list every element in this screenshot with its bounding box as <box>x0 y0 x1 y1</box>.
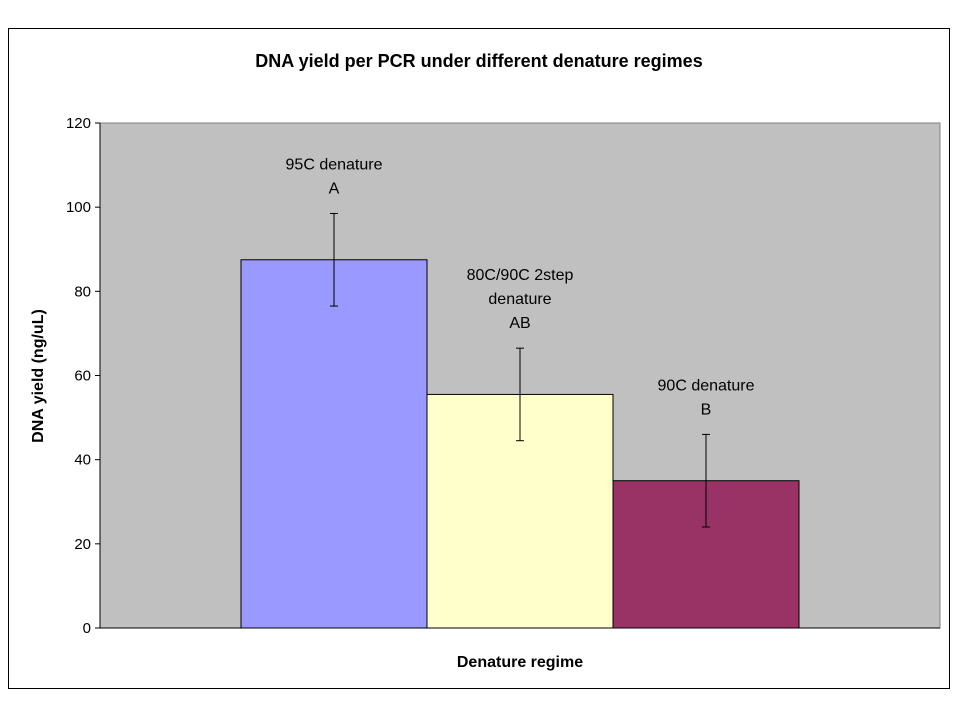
bar-label-2: AB <box>509 315 530 332</box>
y-axis: 0 20 40 60 80 100 120 <box>66 115 940 637</box>
y-tick-label: 120 <box>66 115 91 132</box>
bar-label-1: A <box>329 180 340 197</box>
y-axis-title: DNA yield (ng/uL) <box>30 309 47 443</box>
bar-1 <box>240 259 428 629</box>
error-bars-group <box>330 212 710 528</box>
y-tick-label: 40 <box>74 452 91 469</box>
y-tick-label: 0 <box>83 620 91 637</box>
bar-labels-group: 95C denature A 80C/90C 2step denature AB 90C … <box>286 156 755 418</box>
bar-label-3: 90C denature <box>658 377 755 394</box>
bar-label-3: B <box>701 401 712 418</box>
y-tick-label: 100 <box>66 199 91 216</box>
bar-label-2: 80C/90C 2step <box>467 267 574 284</box>
bar-label-1: 95C denature <box>286 156 383 173</box>
y-tick-label: 60 <box>74 368 91 385</box>
chart-title: DNA yield per PCR under different denatu… <box>255 51 702 71</box>
bar-label-2: denature <box>488 291 551 308</box>
y-tick-label: 80 <box>74 283 91 300</box>
y-tick-label: 20 <box>74 536 91 553</box>
x-axis-title: Denature regime <box>457 654 583 671</box>
